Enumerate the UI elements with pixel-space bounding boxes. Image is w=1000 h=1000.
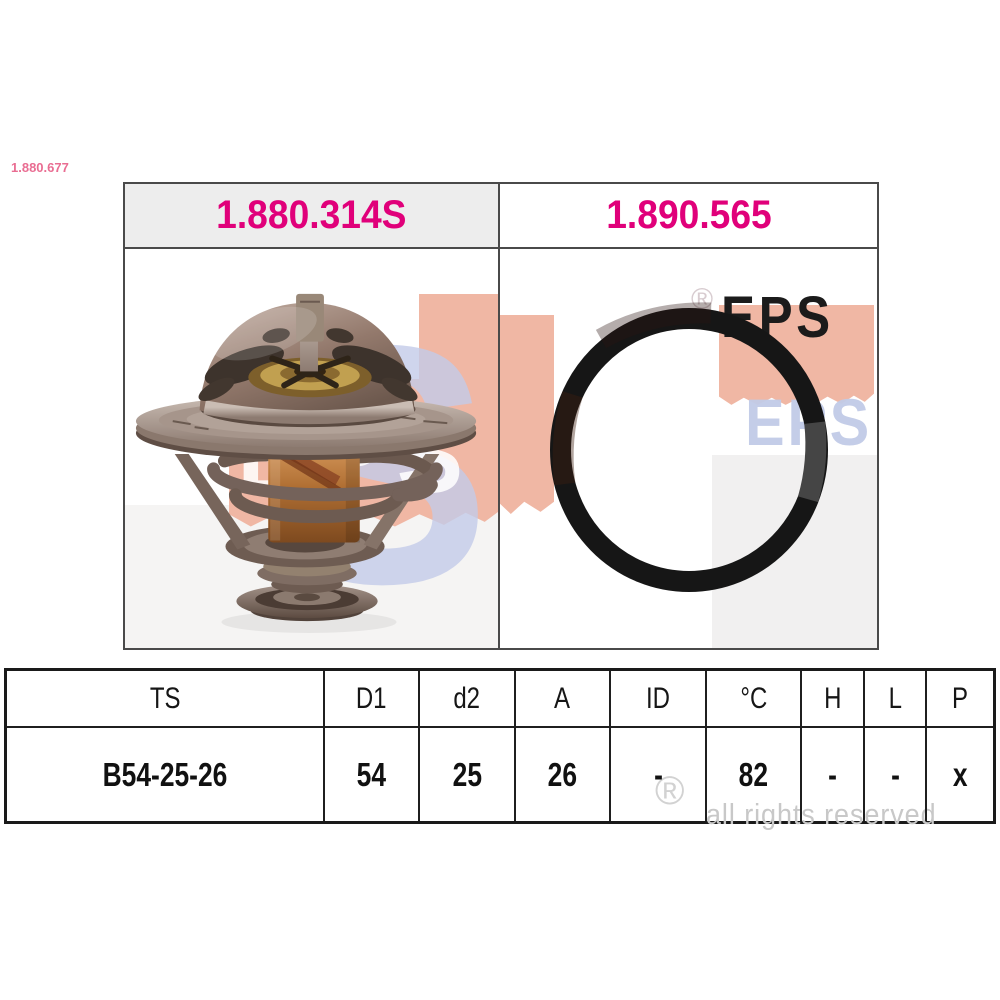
table-value-cell-8: x — [952, 755, 968, 793]
registered-trademark-icon: ® — [691, 283, 714, 316]
table-value-cell-2: 25 — [420, 728, 516, 821]
watermark-salmon-block — [419, 294, 498, 384]
gasket-image — [550, 302, 828, 592]
right-part-number-cell: 1.890.565 — [500, 184, 877, 249]
product-card: 1.880.314S 1.890.565 S EPS — [123, 182, 879, 650]
table-header-cell-5: °C — [707, 671, 802, 728]
table-value-cell-6: - — [802, 728, 865, 821]
spec-table: ® all rights reserved TS D1 d2 A ID °C H L P B54… — [4, 668, 996, 831]
registered-trademark-icon: ® — [655, 769, 685, 813]
watermark-salmon-block — [500, 315, 554, 514]
table-header-cell-0: TS — [7, 671, 325, 728]
table-value-cell-3: 26 — [516, 728, 611, 821]
table-header-row: TS D1 d2 A ID °C H L P — [7, 671, 993, 728]
table-value-cell-7: - — [865, 728, 927, 821]
corner-part-code: 1.880.677 — [11, 160, 69, 175]
table-value-cell-1: 54 — [325, 728, 420, 821]
table-header-cell-8: P — [927, 671, 993, 728]
table-value-cell-4: - — [611, 728, 707, 821]
table-header-cell-4: ID — [611, 671, 707, 728]
right-panel-gasket: EPS EPS ® — [500, 249, 877, 648]
table-header-cell-3: A — [516, 671, 611, 728]
left-part-number-cell: 1.880.314S — [125, 184, 500, 249]
table-value-cell-0: B54-25-26 — [7, 728, 325, 821]
right-part-number: 1.890.565 — [605, 193, 772, 237]
left-part-number: 1.880.314S — [216, 193, 407, 237]
watermark-tint — [712, 455, 877, 648]
table-header-cell-7: L — [865, 671, 927, 728]
table-header-cell-1: D1 — [325, 671, 420, 728]
table-header-cell-6: H — [802, 671, 865, 728]
thermostat-image — [135, 293, 477, 634]
table-value-row: B54-25-26 54 25 26-82- - x — [7, 728, 993, 821]
table-value-cell-5: 82 — [707, 728, 802, 821]
left-panel-thermostat: S EPS — [125, 249, 500, 648]
rights-reserved-watermark: all rights reserved — [706, 799, 937, 831]
table-header-cell-2: d2 — [420, 671, 516, 728]
